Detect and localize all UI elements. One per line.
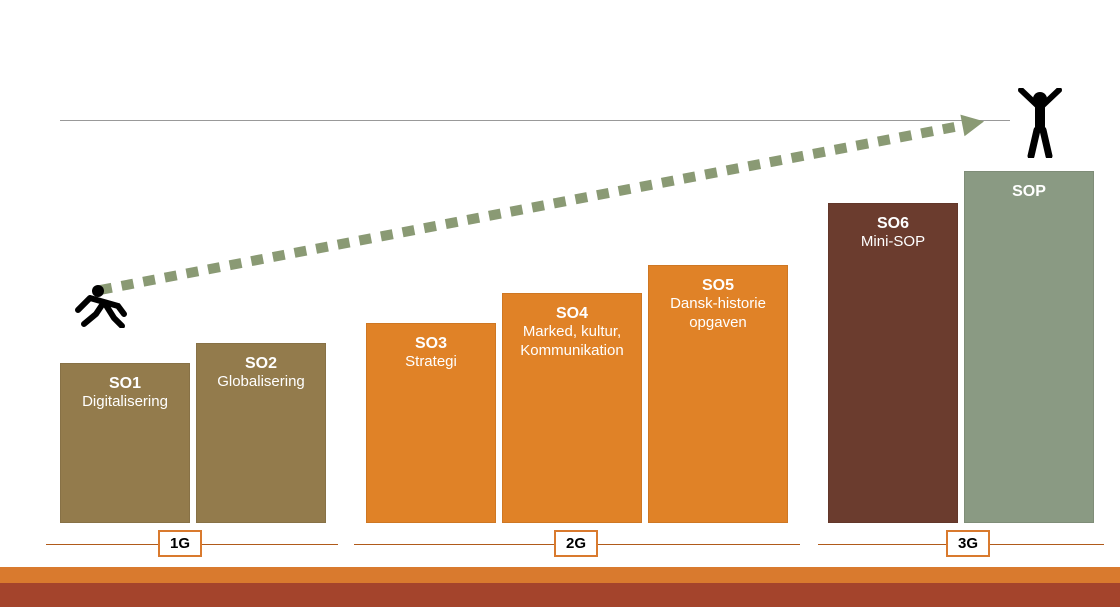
bar-so4: SO4Marked, kultur, Kommunikation: [502, 293, 642, 523]
bar-title: SOP: [965, 182, 1093, 201]
bar-so2: SO2Globalisering: [196, 343, 326, 523]
group-label-g3: 3G: [946, 530, 990, 557]
group-label-g2: 2G: [554, 530, 598, 557]
bar-so3: SO3Strategi: [366, 323, 496, 523]
bar-so5: SO5Dansk-historie opgaven: [648, 265, 788, 523]
bar-title: SO6: [829, 214, 957, 233]
bar-title: SO5: [649, 276, 787, 295]
progression-chart: SO1DigitaliseringSO2GlobaliseringSO3Stra…: [0, 0, 1120, 607]
bar-subtitle: Marked, kultur, Kommunikation: [503, 323, 641, 361]
footer-accent-lower: [0, 583, 1120, 607]
bar-title: SO4: [503, 304, 641, 323]
bar-title: SO1: [61, 374, 189, 393]
footer-accent-upper: [0, 567, 1120, 583]
sprint-start-icon: [74, 284, 130, 333]
arms-up-icon: [1015, 88, 1065, 163]
bar-title: SO2: [197, 354, 325, 373]
bar-subtitle: Digitalisering: [61, 393, 189, 412]
bar-subtitle: Globalisering: [197, 373, 325, 392]
bar-title: SO3: [367, 334, 495, 353]
arrow-head-icon: [960, 111, 986, 137]
group-label-g1: 1G: [158, 530, 202, 557]
bar-sop: SOP: [964, 171, 1094, 523]
bar-so1: SO1Digitalisering: [60, 363, 190, 523]
bar-subtitle: Dansk-historie opgaven: [649, 295, 787, 333]
bar-subtitle: Strategi: [367, 353, 495, 372]
top-rule: [60, 120, 1010, 121]
bar-so6: SO6Mini-SOP: [828, 203, 958, 523]
bar-subtitle: Mini-SOP: [829, 233, 957, 252]
